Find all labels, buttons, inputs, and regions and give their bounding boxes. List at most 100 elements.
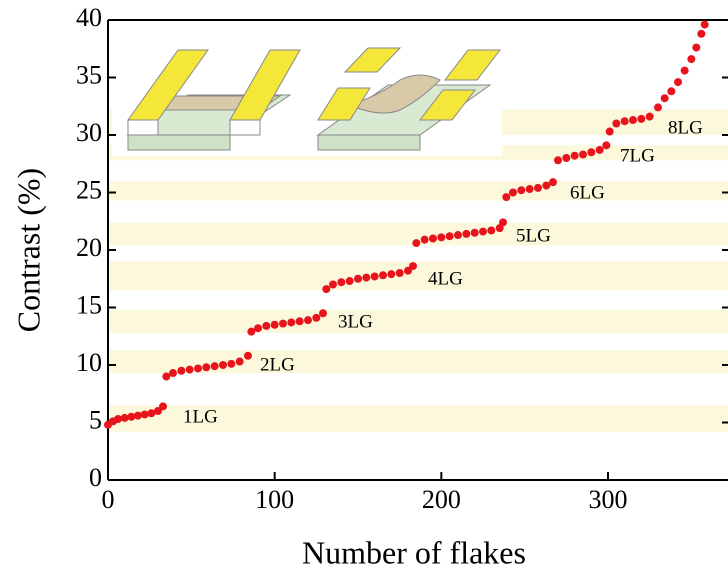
flake (348, 74, 441, 114)
data-point (605, 127, 614, 136)
data-point (700, 20, 709, 29)
data-point (127, 412, 136, 421)
y-tick-label: 0 (89, 463, 102, 492)
band (108, 222, 728, 246)
data-point (660, 94, 669, 103)
data-point (287, 318, 296, 327)
data-point (462, 229, 471, 238)
data-point (270, 320, 279, 329)
data-point (502, 193, 511, 202)
data-point (387, 270, 396, 279)
y-tick-label: 20 (76, 233, 102, 262)
electrode (418, 89, 477, 121)
data-point (570, 151, 579, 160)
data-point (262, 321, 271, 330)
data-point (329, 280, 337, 289)
data-point (587, 148, 596, 157)
band (108, 405, 728, 432)
y-tick-label: 35 (76, 60, 102, 89)
data-point (692, 43, 701, 52)
data-point (629, 116, 637, 125)
layer-label: 4LG (428, 268, 463, 289)
data-point (637, 114, 646, 123)
data-point (687, 55, 696, 64)
data-point (697, 29, 706, 38)
data-point (159, 402, 167, 411)
data-point (534, 183, 542, 192)
data-point (354, 274, 362, 283)
data-point (120, 413, 129, 422)
electrode-side (127, 119, 159, 136)
data-point (479, 227, 487, 236)
y-tick-label: 40 (76, 3, 102, 32)
data-point (114, 415, 122, 424)
data-point (254, 324, 262, 333)
data-point (362, 273, 371, 282)
data-point (134, 411, 142, 420)
data-point (202, 363, 211, 372)
data-point (445, 232, 454, 241)
data-point (487, 226, 496, 235)
data-point (409, 262, 417, 271)
data-point (412, 239, 421, 248)
y-axis-title: Contrast (%) (10, 168, 46, 332)
y-tick-label: 15 (76, 290, 102, 319)
band (108, 261, 728, 291)
data-point (437, 233, 446, 242)
data-point (470, 228, 479, 237)
device-inset (112, 24, 502, 156)
data-point (680, 66, 689, 75)
data-point (645, 112, 654, 121)
data-point (177, 366, 186, 375)
data-point (554, 156, 562, 165)
data-point (379, 271, 387, 280)
data-point (235, 357, 244, 366)
x-axis-title: Number of flakes (302, 534, 526, 570)
layer-label: 6LG (570, 182, 605, 203)
data-point (162, 372, 171, 381)
x-tick-label: 0 (102, 485, 115, 514)
band (108, 350, 728, 374)
data-point (420, 235, 429, 244)
data-point (345, 277, 354, 286)
data-point (370, 272, 379, 281)
data-point (579, 150, 587, 159)
substrate-side (317, 134, 421, 151)
y-tick-label: 10 (76, 348, 102, 377)
layer-label: 1LG (183, 406, 218, 427)
data-point (509, 188, 517, 197)
data-point (210, 362, 219, 371)
data-point (620, 117, 629, 126)
data-point (429, 234, 437, 243)
data-point (322, 285, 331, 294)
data-point (219, 361, 227, 369)
layer-label: 5LG (516, 225, 551, 246)
data-point (147, 409, 156, 418)
data-point (517, 186, 526, 195)
electrode (443, 49, 502, 81)
data-point (674, 78, 682, 87)
data-point (602, 141, 611, 150)
y-tick-label: 30 (76, 118, 102, 147)
data-point (667, 87, 676, 96)
data-point (304, 316, 312, 325)
data-point (395, 269, 404, 277)
data-point (185, 365, 194, 374)
data-point (612, 119, 621, 128)
data-point (542, 181, 551, 190)
data-point (169, 369, 177, 378)
data-point (312, 313, 321, 322)
band (108, 309, 728, 333)
plot-area: 0 5 10 15 20 25 30 35 40 0 100 200 300 1LG 2LG 3LG 4LG 5L… (76, 3, 728, 514)
x-tick-label: 200 (422, 485, 461, 514)
substrate-side (127, 134, 231, 151)
data-point (562, 154, 571, 162)
layer-label: 3LG (338, 311, 373, 332)
x-tick-label: 100 (255, 485, 294, 514)
data-point (319, 309, 327, 318)
data-point (454, 231, 462, 240)
data-point (244, 351, 252, 360)
data-point (295, 317, 304, 326)
data-point (654, 103, 662, 112)
